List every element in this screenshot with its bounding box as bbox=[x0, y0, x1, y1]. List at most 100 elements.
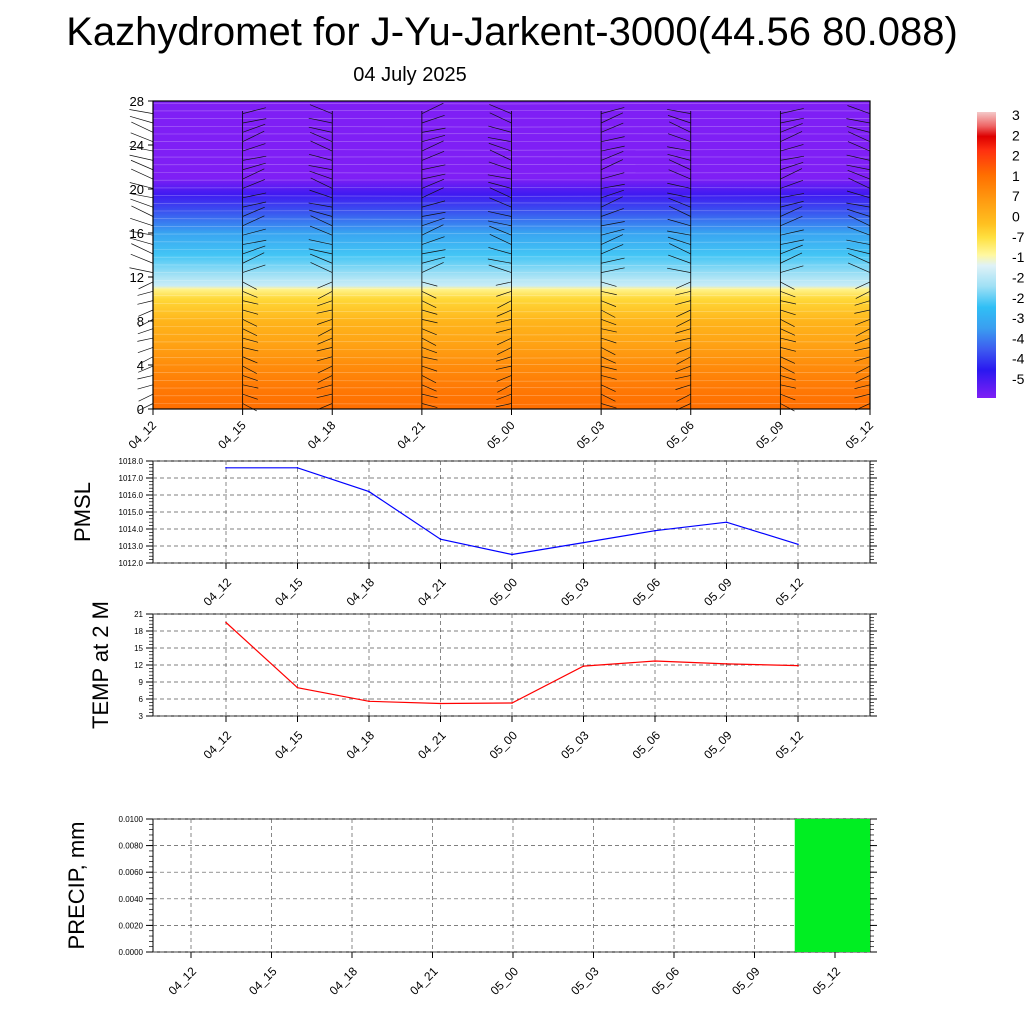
wind-barb bbox=[131, 121, 154, 133]
x-tick-label: 04_15 bbox=[215, 418, 249, 452]
wind-barb bbox=[855, 375, 871, 383]
wind-barb bbox=[308, 239, 333, 245]
colorbar-label: 2 bbox=[1012, 148, 1020, 164]
wind-barb bbox=[676, 356, 691, 365]
cross-section-panel: 0 4 8 12 16 20 24 28 04_12 04_15 04_18 04_21 05_00 05… bbox=[126, 94, 877, 452]
wind-barb bbox=[242, 393, 258, 400]
wind-barb bbox=[601, 365, 617, 371]
y-tick-label: 28 bbox=[130, 94, 144, 109]
wind-barb bbox=[495, 403, 512, 408]
x-tick-label: 05_03 bbox=[574, 418, 608, 452]
wind-barb bbox=[780, 144, 804, 152]
x-tick-label: 05_06 bbox=[630, 728, 664, 762]
wind-barb bbox=[137, 300, 154, 305]
wind-barb bbox=[317, 281, 333, 289]
chart-subtitle: 04 July 2025 bbox=[353, 64, 467, 86]
wind-barb bbox=[242, 319, 258, 327]
wind-barb bbox=[855, 328, 871, 337]
wind-barb bbox=[489, 112, 512, 124]
wind-barb bbox=[242, 309, 259, 315]
colorbar-label: 1 bbox=[1012, 168, 1020, 184]
y-tick-label: 1013.0 bbox=[119, 542, 144, 551]
colorbar-label: -1 bbox=[1012, 249, 1024, 265]
data-point bbox=[439, 702, 442, 705]
y-tick-label: 0.0040 bbox=[119, 895, 144, 904]
y-tick-label: 0.0060 bbox=[119, 868, 144, 877]
wind-barb bbox=[667, 236, 691, 245]
wind-barb bbox=[601, 257, 625, 264]
wind-barb bbox=[600, 244, 624, 255]
wind-barb bbox=[675, 281, 691, 289]
wind-barb bbox=[421, 217, 445, 227]
wind-barb bbox=[316, 319, 333, 325]
wind-barb bbox=[421, 347, 438, 354]
colorbar-label: -5 bbox=[1012, 371, 1024, 387]
wind-barb bbox=[242, 300, 259, 305]
wind-barb bbox=[780, 375, 796, 381]
y-axis-label: TEMP at 2 M bbox=[88, 601, 113, 729]
wind-barb bbox=[780, 131, 803, 143]
wind-barb bbox=[600, 356, 616, 364]
wind-barb bbox=[129, 109, 154, 114]
wind-barb bbox=[316, 384, 333, 390]
wind-barb bbox=[316, 309, 333, 314]
wind-barb bbox=[129, 145, 154, 152]
wind-barb bbox=[489, 233, 512, 245]
wind-barb bbox=[675, 290, 691, 296]
colorbar-label: -2 bbox=[1012, 269, 1024, 285]
wind-barb bbox=[242, 252, 265, 264]
wind-barb bbox=[488, 161, 512, 171]
data-point bbox=[725, 521, 728, 523]
wind-barb bbox=[601, 145, 625, 152]
wind-barb bbox=[600, 384, 616, 392]
wind-barb bbox=[600, 159, 623, 171]
x-tick-label: 05_03 bbox=[568, 964, 602, 998]
wind-barb bbox=[667, 109, 691, 114]
wind-barb bbox=[668, 205, 691, 217]
wind-barb bbox=[317, 337, 333, 345]
colorbar-label: 2 bbox=[1012, 127, 1020, 143]
x-tick-label: 04_18 bbox=[305, 418, 339, 452]
wind-barb bbox=[676, 319, 691, 327]
wind-barb bbox=[242, 179, 266, 189]
y-tick-label: 1012.0 bbox=[119, 559, 144, 568]
wind-barb bbox=[780, 384, 797, 389]
y-tick-label: 24 bbox=[130, 138, 144, 153]
wind-barb bbox=[600, 234, 624, 245]
wind-barb bbox=[780, 265, 804, 273]
wind-barb bbox=[601, 107, 625, 114]
wind-barb bbox=[854, 309, 871, 314]
wind-barb bbox=[496, 356, 512, 362]
y-tick-label: 0.0000 bbox=[119, 948, 144, 957]
x-tick-label: 05_09 bbox=[701, 728, 735, 762]
wind-barb bbox=[242, 192, 267, 199]
wind-barb bbox=[601, 281, 617, 287]
wind-barb bbox=[780, 393, 796, 401]
wind-barb bbox=[854, 393, 871, 399]
wind-barb bbox=[667, 182, 691, 189]
wind-barb bbox=[131, 243, 154, 255]
data-point bbox=[797, 543, 799, 546]
wind-barb bbox=[137, 347, 154, 354]
x-tick-label: 05_06 bbox=[630, 575, 664, 609]
wind-barb bbox=[601, 172, 625, 180]
wind-barb bbox=[780, 229, 804, 236]
wind-barb bbox=[496, 337, 512, 346]
wind-barb bbox=[667, 267, 691, 273]
x-tick-label: 05_00 bbox=[488, 964, 522, 998]
wind-barb bbox=[601, 375, 617, 380]
wind-barb bbox=[242, 107, 266, 114]
wind-barb bbox=[421, 375, 437, 384]
data-point bbox=[368, 700, 370, 703]
wind-barb bbox=[242, 130, 265, 143]
wind-barb bbox=[421, 309, 438, 315]
wind-barb bbox=[242, 328, 258, 337]
data-point bbox=[582, 541, 585, 544]
wind-barb bbox=[601, 267, 625, 273]
wind-barb bbox=[780, 244, 803, 255]
wind-barb bbox=[847, 226, 871, 236]
wind-barb bbox=[846, 239, 871, 245]
wind-barb bbox=[487, 211, 512, 217]
bar bbox=[794, 819, 870, 952]
wind-barb bbox=[130, 218, 154, 227]
